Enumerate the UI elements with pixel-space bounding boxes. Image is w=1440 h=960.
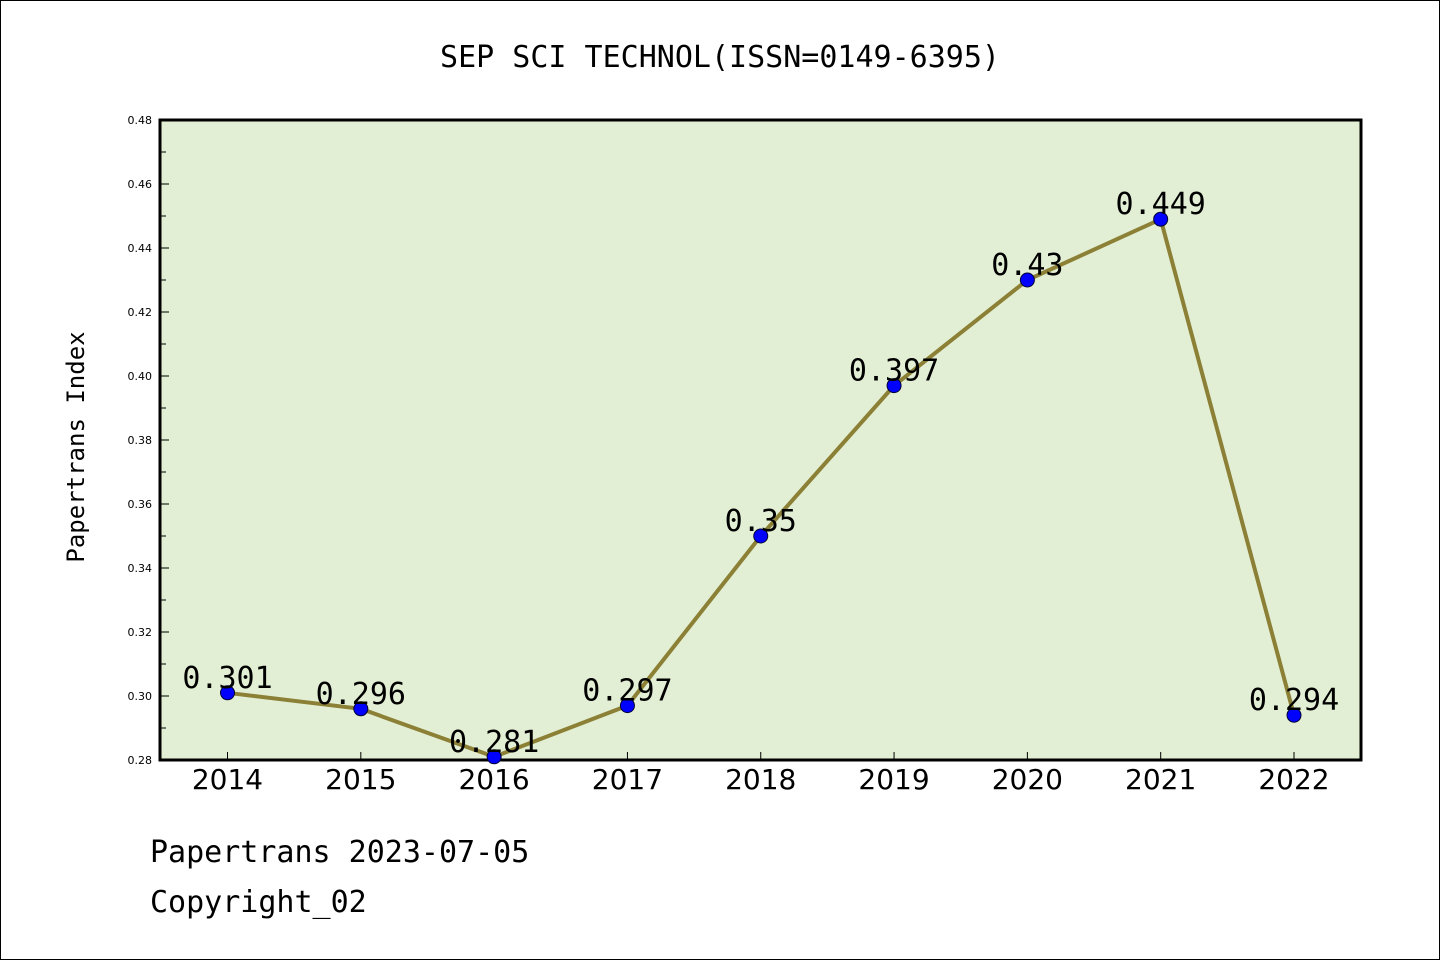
data-point [1153, 211, 1169, 227]
y-tick-label: 0.46 [128, 178, 153, 191]
y-axis-label: Papertrans Index [62, 331, 90, 562]
x-tick-label: 2017 [592, 763, 663, 796]
data-label: 0.397 [849, 354, 939, 389]
x-tick-label: 2021 [1125, 763, 1196, 796]
x-tick-label: 2022 [1258, 763, 1329, 796]
x-tick-label: 2020 [992, 763, 1063, 796]
footer-copyright: Copyright_02 [150, 885, 367, 920]
data-label: 0.281 [449, 725, 539, 760]
y-tick-label: 0.28 [128, 754, 153, 767]
data-label: 0.301 [182, 661, 272, 696]
data-point [1286, 707, 1302, 723]
x-tick-label: 2016 [458, 763, 529, 796]
x-axis: 2014 2015 2016 2017 2018 2019 2020 2021 2022 [192, 752, 1330, 796]
data-label: 0.294 [1249, 683, 1339, 718]
data-label: 0.43 [991, 248, 1063, 283]
data-label: 0.449 [1116, 187, 1206, 222]
data-point [1019, 272, 1035, 288]
y-tick-label: 0.34 [128, 562, 153, 575]
data-label: 0.296 [316, 677, 406, 712]
data-label: 0.297 [582, 674, 672, 709]
x-tick-label: 2018 [725, 763, 796, 796]
data-point [753, 528, 769, 544]
y-tick-label: 0.40 [128, 370, 153, 383]
x-tick-label: 2015 [325, 763, 396, 796]
data-point [619, 698, 635, 714]
y-axis: 0.28 0.30 0.32 0.34 0.36 0.38 0.40 0.42 0.44 0.46… [128, 114, 169, 767]
chart-title: SEP SCI TECHNOL(ISSN=0149-6395) [440, 40, 1000, 75]
data-point [486, 749, 502, 765]
y-tick-label: 0.42 [128, 306, 153, 319]
y-tick-label: 0.30 [128, 690, 153, 703]
x-tick-label: 2019 [858, 763, 929, 796]
y-tick-label: 0.44 [128, 242, 153, 255]
y-tick-label: 0.36 [128, 498, 153, 511]
y-tick-label: 0.38 [128, 434, 153, 447]
x-tick-label: 2014 [192, 763, 263, 796]
y-tick-label: 0.32 [128, 626, 153, 639]
data-label: 0.35 [725, 504, 797, 539]
data-point [220, 685, 235, 701]
footer-date: Papertrans 2023-07-05 [150, 835, 530, 870]
series-line-group: 0.301 0.296 0.281 0.297 0.35 0.397 0.43 0.449 0.… [182, 187, 1339, 765]
data-point [886, 378, 902, 394]
y-tick-label: 0.48 [128, 114, 153, 127]
data-point [353, 701, 369, 717]
